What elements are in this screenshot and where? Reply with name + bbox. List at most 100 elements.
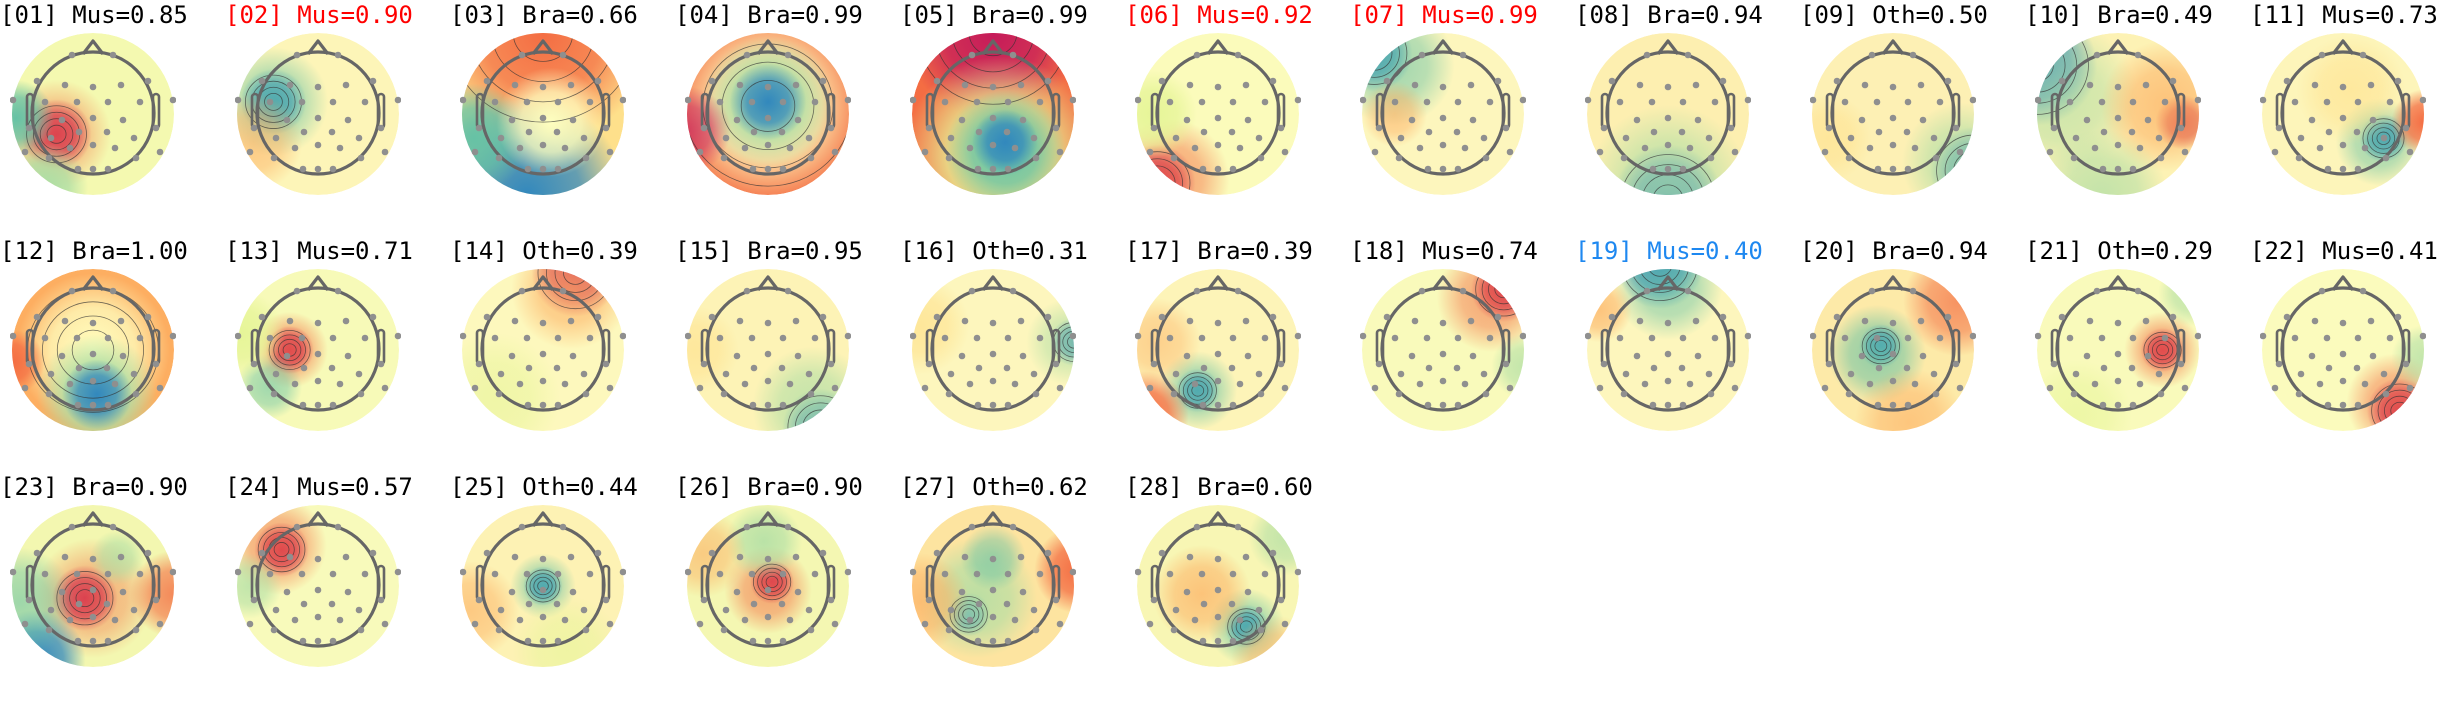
component-title: [04] Bra=0.99 [675, 1, 863, 29]
potential-field [912, 33, 1074, 195]
electrode-markers [1810, 287, 1976, 409]
scalp-topomap [2035, 269, 2201, 431]
component-27: [27] Oth=0.62 [900, 473, 1125, 710]
nose-icon [1431, 39, 1455, 55]
electrode-markers [10, 523, 176, 645]
electrode-markers [2035, 51, 2201, 173]
component-25: [25] Oth=0.44 [450, 473, 675, 710]
scalp-topomap [460, 269, 626, 431]
nose-icon [2331, 275, 2355, 291]
scalp-topomap [235, 505, 401, 667]
electrode-markers [685, 523, 851, 645]
component-title: [05] Bra=0.99 [900, 1, 1088, 29]
nose-icon [1206, 511, 1230, 527]
nose-icon [306, 39, 330, 55]
scalp-topomap [235, 269, 401, 431]
component-23: [23] Bra=0.90 [0, 473, 225, 710]
nose-icon [756, 39, 780, 55]
component-title: [16] Oth=0.31 [900, 237, 1088, 265]
nose-icon [981, 511, 1005, 527]
electrode-markers [2035, 287, 2201, 409]
component-15: [15] Bra=0.95 [675, 237, 900, 474]
scalp-topomap [685, 505, 851, 667]
electrode-markers [685, 287, 851, 409]
electrode-markers [1360, 287, 1526, 409]
component-title: [18] Mus=0.74 [1350, 237, 1538, 265]
scalp-topomap [2260, 269, 2426, 431]
nose-icon [81, 511, 105, 527]
component-09: [09] Oth=0.50 [1800, 1, 2025, 238]
nose-icon [306, 275, 330, 291]
component-05: [05] Bra=0.99 [900, 1, 1125, 238]
component-04: [04] Bra=0.99 [675, 1, 900, 238]
component-title: [12] Bra=1.00 [0, 237, 188, 265]
scalp-topomap [685, 269, 851, 431]
component-12: [12] Bra=1.00 [0, 237, 225, 474]
component-title: [09] Oth=0.50 [1800, 1, 1988, 29]
component-18: [18] Mus=0.74 [1350, 237, 1575, 474]
scalp-topomap [235, 33, 401, 195]
component-title: [19] Mus=0.40 [1575, 237, 1763, 265]
scalp-topomap [1360, 269, 1526, 431]
component-24: [24] Mus=0.57 [225, 473, 450, 710]
nose-icon [981, 275, 1005, 291]
electrode-markers [10, 287, 176, 409]
component-title: [21] Oth=0.29 [2025, 237, 2213, 265]
component-title: [24] Mus=0.57 [225, 473, 413, 501]
nose-icon [981, 39, 1005, 55]
component-title: [11] Mus=0.73 [2250, 1, 2438, 29]
scalp-topomap [10, 505, 176, 667]
component-16: [16] Oth=0.31 [900, 237, 1125, 474]
component-08: [08] Bra=0.94 [1575, 1, 1800, 238]
electrode-markers [460, 287, 626, 409]
component-title: [08] Bra=0.94 [1575, 1, 1763, 29]
scalp-topomap [685, 33, 851, 195]
component-title: [10] Bra=0.49 [2025, 1, 2213, 29]
electrode-markers [1135, 51, 1301, 173]
nose-icon [1206, 275, 1230, 291]
potential-field [687, 505, 849, 667]
electrode-markers [685, 51, 851, 173]
nose-icon [1881, 275, 1905, 291]
scalp-topomap [1585, 33, 1751, 195]
electrode-markers [1585, 287, 1751, 409]
electrode-markers [1585, 51, 1751, 173]
scalp-topomap [460, 33, 626, 195]
scalp-topomap [1810, 33, 1976, 195]
electrode-markers [460, 523, 626, 645]
nose-icon [81, 39, 105, 55]
component-07: [07] Mus=0.99 [1350, 1, 1575, 238]
scalp-topomap [2260, 33, 2426, 195]
scalp-topomap [1360, 33, 1526, 195]
nose-icon [756, 511, 780, 527]
component-title: [20] Bra=0.94 [1800, 237, 1988, 265]
electrode-markers [1360, 51, 1526, 173]
scalp-topomap [910, 33, 1076, 195]
electrode-markers [1135, 287, 1301, 409]
component-03: [03] Bra=0.66 [450, 1, 675, 238]
scalp-topomap [1585, 269, 1751, 431]
scalp-topomap [910, 505, 1076, 667]
component-10: [10] Bra=0.49 [2025, 1, 2250, 238]
nose-icon [2331, 39, 2355, 55]
component-title: [03] Bra=0.66 [450, 1, 638, 29]
scalp-topomap [1135, 505, 1301, 667]
nose-icon [756, 275, 780, 291]
component-title: [25] Oth=0.44 [450, 473, 638, 501]
component-14: [14] Oth=0.39 [450, 237, 675, 474]
component-title: [14] Oth=0.39 [450, 237, 638, 265]
nose-icon [306, 511, 330, 527]
nose-icon [2106, 275, 2130, 291]
scalp-topomap [10, 33, 176, 195]
electrode-markers [910, 51, 1076, 173]
nose-icon [1881, 39, 1905, 55]
component-title: [26] Bra=0.90 [675, 473, 863, 501]
nose-icon [531, 511, 555, 527]
component-01: [01] Mus=0.85 [0, 1, 225, 238]
component-title: [01] Mus=0.85 [0, 1, 188, 29]
nose-icon [1656, 275, 1680, 291]
potential-field [1587, 33, 1749, 195]
component-13: [13] Mus=0.71 [225, 237, 450, 474]
component-title: [22] Mus=0.41 [2250, 237, 2438, 265]
nose-icon [2106, 39, 2130, 55]
